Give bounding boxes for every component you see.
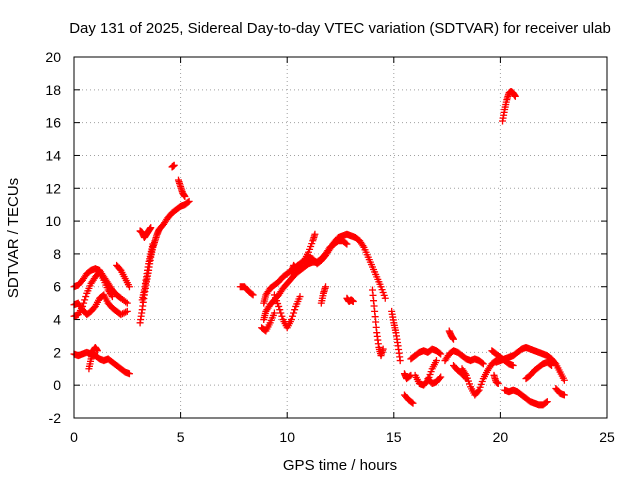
data-point [511, 92, 519, 100]
data-point [343, 240, 351, 248]
data-point [543, 398, 551, 406]
data-point [474, 387, 482, 395]
data-point [437, 373, 445, 381]
data-point [396, 357, 404, 365]
y-tick-label: 16 [45, 115, 61, 131]
data-point [342, 239, 350, 247]
data-point [287, 316, 295, 324]
data-point [409, 399, 417, 407]
x-tick-label: 15 [386, 429, 402, 445]
data-point [81, 296, 89, 304]
y-tick-label: 14 [45, 147, 61, 163]
x-tick-label: 5 [177, 429, 185, 445]
data-point [294, 261, 302, 269]
x-tick-label: 10 [279, 429, 295, 445]
data-point [278, 312, 286, 320]
data-point [311, 230, 319, 238]
data-point [122, 298, 130, 306]
x-tick-label: 25 [599, 429, 615, 445]
data-point [181, 192, 189, 200]
data-point [478, 359, 486, 367]
plot-frame [73, 56, 608, 419]
data-point [379, 345, 387, 353]
x-axis-label: GPS time / hours [283, 457, 397, 474]
data-point [408, 398, 416, 406]
y-tick-label: -2 [49, 410, 62, 426]
x-tick-label: 20 [493, 429, 509, 445]
data-point [322, 283, 330, 291]
data-point [123, 307, 131, 315]
data-point [290, 309, 298, 317]
data-point [436, 374, 444, 382]
data-point [82, 293, 90, 301]
data-point [270, 309, 278, 317]
data-point [125, 283, 133, 291]
x-tick-labels: 0 5 10 15 20 25 [70, 429, 615, 445]
data-point [119, 310, 127, 318]
data-point [381, 294, 389, 302]
data-point [509, 361, 517, 369]
y-tick-label: 0 [53, 377, 61, 393]
data-point [449, 335, 457, 343]
data-point [479, 360, 487, 368]
data-point [289, 312, 297, 320]
chart-title: Day 131 of 2025, Sidereal Day-to-day VTE… [69, 20, 611, 37]
data-point [359, 242, 367, 250]
y-tick-label: 10 [45, 213, 61, 229]
y-tick-label: 2 [53, 344, 61, 360]
y-tick-label: 20 [45, 49, 61, 65]
data-point [276, 306, 284, 314]
data-point [494, 380, 502, 388]
data-point [560, 391, 568, 399]
data-point [149, 240, 157, 248]
data-point [277, 309, 285, 317]
data-point [117, 311, 125, 319]
data-points [70, 87, 568, 409]
data-point [542, 398, 550, 406]
data-point [93, 347, 101, 355]
data-point [248, 290, 256, 298]
y-tick-label: 18 [45, 82, 61, 98]
data-point [107, 291, 115, 299]
data-point [560, 376, 568, 384]
data-point [79, 302, 87, 310]
data-point [80, 299, 88, 307]
y-tick-label: 8 [53, 246, 61, 262]
data-point [185, 197, 193, 205]
data-point [432, 357, 440, 365]
data-point [184, 198, 192, 206]
data-point [291, 306, 299, 314]
data-point [406, 372, 414, 380]
y-tick-label: 6 [53, 279, 61, 295]
data-point [249, 291, 257, 299]
data-point [275, 302, 283, 310]
data-point [437, 350, 445, 358]
data-point [436, 349, 444, 357]
data-point [349, 297, 357, 305]
y-tick-label: 12 [45, 180, 61, 196]
data-point [108, 293, 116, 301]
y-tick-labels: -2 0 2 4 6 8 10 12 14 16 18 20 [45, 49, 61, 426]
data-point [548, 361, 556, 369]
data-point [170, 161, 178, 169]
data-point [461, 370, 469, 378]
data-point [122, 308, 130, 316]
x-tick-label: 0 [70, 429, 78, 445]
data-point [296, 293, 304, 301]
data-point [120, 309, 128, 317]
data-point [547, 361, 555, 369]
data-point [123, 299, 131, 307]
y-tick-label: 4 [53, 312, 61, 328]
data-point [147, 224, 155, 232]
y-axis-label: SDTVAR / TECUs [5, 178, 22, 298]
data-point [125, 370, 133, 378]
